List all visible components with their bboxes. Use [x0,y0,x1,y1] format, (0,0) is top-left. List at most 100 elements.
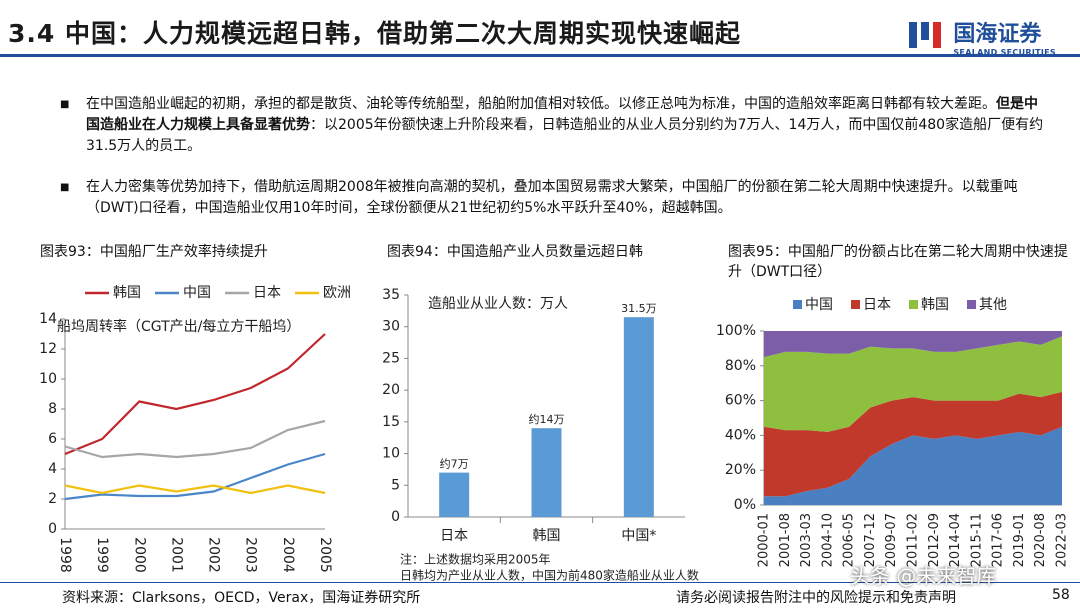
header-title: 3.4 中国：人力规模远超日韩，借助第二次大周期实现快速崛起 [8,19,741,48]
chart-title: 图表95：中国船厂的份额占比在第二轮大周期中快速提升（DWT口径） [728,244,1068,280]
x-tick-label: 2014-04 [948,513,963,567]
line-series [64,333,326,456]
legend-label: 欧洲 [323,285,351,301]
x-tick-label: 2020-08 [1033,513,1048,567]
area-series [764,331,1062,358]
x-tick-label: 中国* [621,528,656,544]
area-series [764,391,1062,497]
y-tick-label: 10 [39,371,57,387]
y-tick-label: 4 [48,461,57,477]
x-tick-label: 2004-10 [820,513,835,567]
x-tick-label: 2004 [280,537,296,573]
chart-title: 图表94：中国造船产业人员数量远超日韩 [387,244,643,260]
area-series [764,426,1062,505]
note: 日韩均为产业从业人数，中国为前480家造船业从业人数 [400,568,699,583]
legend-swatch [967,300,976,309]
y-tick-label: 25 [382,350,400,366]
line-series [64,452,326,501]
legend-label: 中国 [183,285,211,301]
line-series [64,419,326,459]
source: 资料来源：Clarksons，OECD，Verax，国海证券研究所 [62,590,421,606]
x-tick-label: 2001 [168,537,184,573]
footer-rule [0,582,1080,583]
x-tick-label: 2015-11 [969,513,984,567]
y-tick-label: 15 [382,414,400,430]
x-tick-label: 2000 [131,537,147,573]
x-tick-label: 1998 [57,537,73,573]
logo-en: SEALAND SECURITIES [953,48,1056,57]
legend-swatch [909,300,918,309]
line-series [64,484,326,495]
y-tick-label: 6 [48,431,57,447]
bar [439,472,470,517]
watermark: 头条 @未来智库 [850,564,997,588]
y-tick-label: 2 [48,491,57,507]
x-tick-label: 2002 [206,537,222,573]
logo-icon [909,22,942,48]
x-tick-label: 韩国 [533,528,561,544]
y-tick-label: 30 [382,319,400,335]
y-tick-label: 40% [725,427,756,443]
chart-title: 图表93：中国船厂生产效率持续提升 [40,244,268,260]
y-tick-label: 8 [48,401,57,417]
y-tick-label: 100% [716,323,756,339]
logo-name: 国海证券 [953,22,1042,47]
y-tick-label: 80% [725,358,756,374]
y-tick-label: 20 [382,382,400,398]
x-tick-label: 2011-02 [906,513,921,567]
text: ：以2005年份额快速上升阶段来看，日韩造船业的从业人员分别约为7万人、14万人… [86,117,1044,154]
data-label: 31.5万 [621,302,657,315]
logo: 国海证券 SEALAND SECURITIES [909,16,1056,57]
x-tick-label: 2009-07 [884,513,899,567]
legend-swatch [851,300,860,309]
header-rule [0,54,1080,57]
disclaimer: 请务必阅读报告附注中的风险提示和免责声明 [676,590,956,606]
y-tick-label: 0% [734,497,756,513]
y-tick-label: 0 [48,521,57,537]
y-tick-label: 0 [391,509,400,525]
x-tick-label: 2003-03 [799,513,814,567]
x-tick-label: 2001-08 [778,513,793,567]
y-tick-label: 35 [382,287,400,303]
y-tick-label: 10 [382,446,400,462]
y-tick-label: 20% [725,462,756,478]
bullet: ■ 在人力密集等优势加持下，借助航运周期2008年被推向高潮的契机，叠加本国贸易… [60,177,1045,219]
y-axis-label: 船坞周转率（CGT产出/每立方干船坞） [57,318,300,335]
annotation: 造船业从业人数：万人 [428,296,568,312]
x-tick-label: 2022-03 [1055,513,1070,567]
bullet: ■ 在中国造船业崛起的初期，承担的都是散货、油轮等传统船型，船舶附加值相对较低。… [60,96,1044,154]
x-tick-label: 2017-06 [991,513,1006,567]
bar [623,317,654,517]
x-tick-label: 2006-05 [842,513,857,567]
note: 注：上述数据均采用2005年 [400,552,551,567]
x-tick-label: 2003 [243,537,259,573]
y-tick-label: 5 [391,477,400,493]
y-tick-label: 60% [725,393,756,409]
y-tick-label: 12 [39,341,57,357]
x-tick-label: 2019-01 [1012,513,1027,567]
text: 在中国造船业崛起的初期，承担的都是散货、油轮等传统船型，船舶附加值相对较低。以修… [86,96,996,112]
x-tick-label: 2007-12 [863,513,878,567]
legend-label: 日本 [863,297,891,313]
x-tick-label: 2005 [317,537,333,573]
legend-label: 韩国 [113,285,141,301]
y-tick-label: 14 [39,311,57,327]
data-label: 约7万 [440,458,469,471]
x-tick-label: 1999 [94,537,110,573]
text: 在人力密集等优势加持下，借助航运周期2008年被推向高潮的契机，叠加本国贸易需求… [86,179,1018,216]
x-tick-label: 日本 [440,528,468,544]
legend-label: 日本 [253,285,281,301]
bar [531,428,562,517]
legend-swatch [793,300,802,309]
bold-text: 但是中国造船业在人力规模上具备显著优势 [86,96,1038,133]
area-series [764,336,1062,432]
page-number: 58 [1052,587,1070,603]
x-tick-label: 2012-09 [927,513,942,567]
legend-label: 韩国 [921,297,949,313]
x-tick-label: 2000-01 [757,513,772,567]
legend-label: 中国 [805,297,833,313]
data-label: 约14万 [529,413,565,426]
legend-label: 其他 [979,297,1007,313]
